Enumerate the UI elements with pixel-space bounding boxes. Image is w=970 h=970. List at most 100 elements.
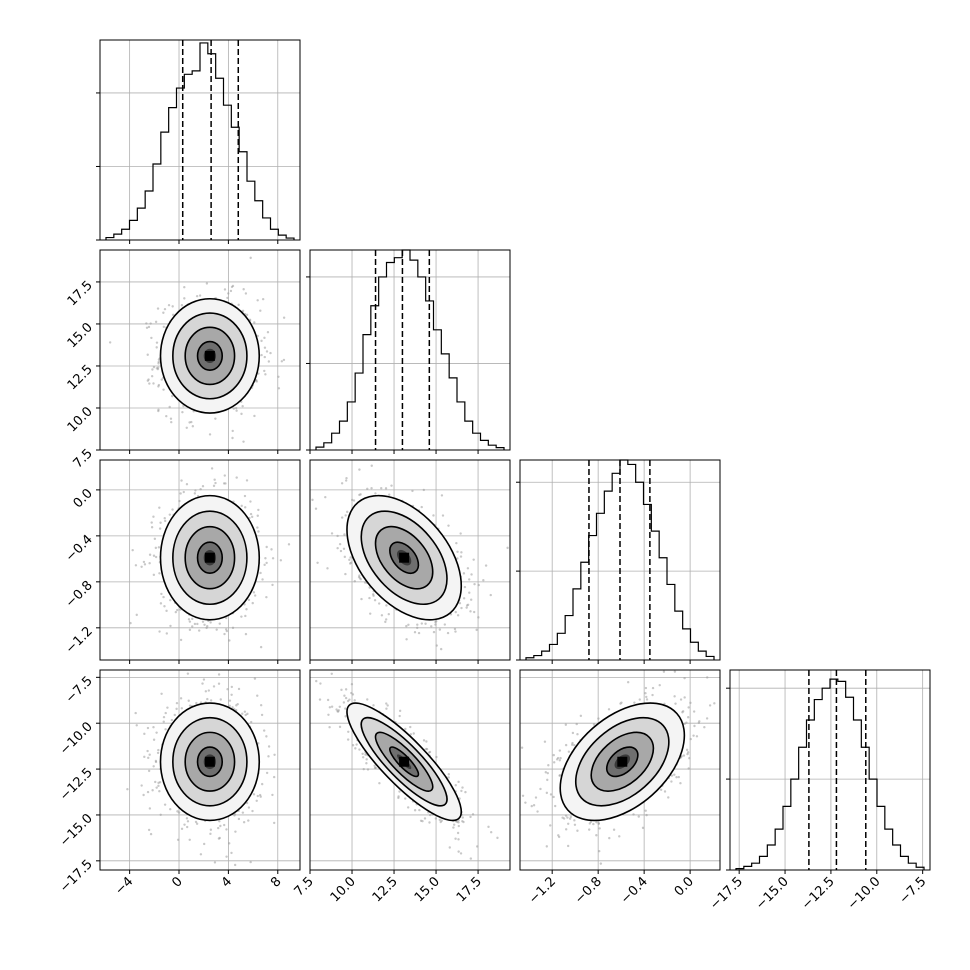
scatter-point [191, 625, 194, 628]
scatter-point [398, 790, 401, 793]
scatter-point [140, 784, 143, 787]
scatter-point [158, 630, 161, 633]
scatter-point [191, 425, 195, 428]
scatter-point [454, 630, 457, 633]
histogram-panel-3 [516, 459, 720, 661]
scatter-point [318, 698, 322, 701]
scatter-point [369, 612, 372, 615]
scatter-point [361, 756, 365, 759]
scatter-point [378, 781, 381, 785]
histogram-panel-4 [726, 670, 930, 871]
scatter-point [155, 786, 158, 789]
scatter-panel-1-2 [100, 250, 300, 451]
scatter-point [343, 555, 347, 559]
scatter-point [162, 311, 165, 314]
scatter-point [459, 852, 463, 855]
scatter-point [342, 701, 346, 704]
scatter-point [230, 685, 234, 689]
scatter-point [363, 581, 367, 584]
scatter-point [209, 699, 213, 702]
scatter-point [250, 720, 253, 724]
scatter-point [455, 541, 458, 545]
scatter-point [247, 598, 251, 602]
scatter-point [571, 731, 575, 735]
scatter-point [263, 346, 267, 349]
scatter-point [151, 368, 154, 371]
scatter-point [151, 789, 154, 792]
scatter-point [413, 809, 417, 812]
scatter-point [355, 743, 358, 746]
scatter-point [168, 513, 172, 516]
scatter-point [215, 628, 218, 631]
scatter-panel-1-4 [100, 670, 300, 870]
scatter-point [489, 831, 493, 834]
scatter-point [201, 620, 205, 623]
scatter-point [645, 695, 648, 699]
scatter-point [409, 725, 412, 729]
scatter-point [241, 404, 244, 408]
scatter-point [193, 622, 197, 626]
scatter-point [673, 773, 676, 776]
contour-line [196, 340, 224, 371]
scatter-point [262, 729, 266, 732]
scatter-point [147, 756, 150, 760]
scatter-point [469, 857, 473, 860]
scatter-point [218, 622, 221, 625]
scatter-point [162, 720, 165, 723]
panel-content [311, 464, 509, 651]
scatter-point [466, 567, 470, 570]
scatter-point [370, 464, 373, 467]
scatter-point [154, 546, 158, 550]
scatter-point [573, 743, 576, 747]
scatter-point [263, 355, 266, 359]
scatter-point [203, 623, 206, 627]
scatter-point [429, 813, 432, 817]
scatter-point [353, 699, 356, 702]
scatter-point [197, 629, 201, 632]
scatter-point [154, 780, 157, 784]
scatter-point [232, 407, 236, 410]
scatter-point [345, 476, 348, 480]
scatter-point [372, 704, 375, 707]
scatter-point [152, 726, 155, 729]
scatter-point [689, 701, 692, 705]
scatter-point [146, 379, 150, 382]
scatter-point [687, 706, 690, 709]
scatter-point [387, 612, 390, 616]
scatter-point [198, 294, 202, 297]
scatter-point [247, 806, 251, 809]
scatter-point [152, 573, 156, 577]
scatter-point [169, 808, 172, 811]
scatter-point [358, 748, 361, 751]
scatter-point [373, 599, 377, 602]
scatter-point [159, 602, 163, 605]
scatter-point [147, 828, 151, 832]
scatter-point [422, 488, 426, 492]
scatter-point [324, 495, 327, 499]
scatter-point [231, 706, 234, 709]
scatter-point [240, 504, 243, 508]
scatter-point [452, 826, 455, 829]
scatter-point [405, 624, 408, 628]
scatter-point [234, 830, 237, 833]
scatter-point [397, 795, 400, 798]
scatter-point [162, 715, 166, 719]
scatter-point [146, 749, 149, 753]
scatter-panel-3-4 [520, 670, 720, 870]
scatter-point [272, 775, 276, 779]
scatter-point [210, 467, 214, 470]
scatter-point [359, 493, 362, 496]
scatter-point [458, 602, 462, 605]
scatter-point [212, 685, 216, 688]
scatter-point [244, 614, 247, 618]
scatter-point [360, 597, 363, 601]
scatter-point [506, 546, 509, 550]
scatter-point [244, 713, 247, 717]
scatter-point [199, 853, 203, 856]
scatter-point [686, 752, 689, 756]
scatter-point [163, 307, 167, 311]
scatter-point [157, 362, 160, 365]
scatter-point [140, 565, 143, 569]
scatter-point [384, 620, 387, 624]
scatter-point [169, 598, 172, 602]
